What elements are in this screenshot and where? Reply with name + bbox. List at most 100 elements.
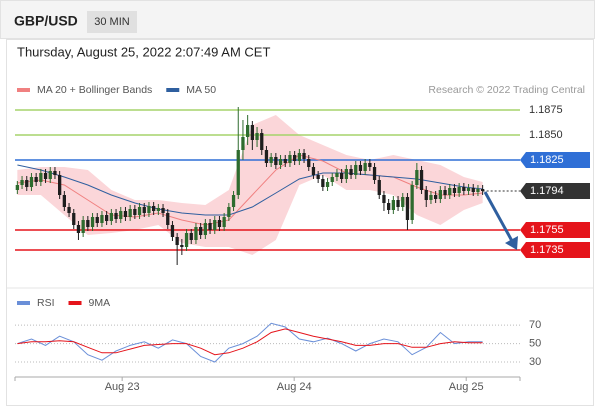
candle-body [387,203,391,210]
candle-body [283,159,287,163]
candle-body [39,173,43,182]
candle-body [217,220,222,227]
rsi-layer: 70 50 30 [15,319,541,368]
candle-body [86,220,90,227]
rsi-tick-label: 30 [529,356,541,368]
candle-body [457,187,461,193]
candle-body [481,189,485,191]
candle-body [53,171,57,175]
rsi-line [17,322,483,363]
axis-layer: Aug 23 Aug 24 Aug 25 [14,376,521,393]
rsi-tick-label: 50 [529,338,541,350]
level-tag [520,222,590,238]
level-label: 1.1794 [530,185,564,197]
candle-body [372,167,377,180]
candle-body [90,217,95,227]
candle-body [368,163,372,167]
candle-body [255,133,259,140]
candle-body [311,167,316,175]
candle-body [166,213,170,225]
legend-label: MA 50 [186,84,216,96]
level-tag [520,152,590,168]
candle-body [335,173,339,177]
legend-swatch [68,301,82,305]
candle-body [269,157,273,163]
candle-body [462,187,466,191]
candle-body [340,173,344,179]
candle-body [95,217,99,223]
credit: Research © 2022 Trading Central [428,84,585,96]
candle-body [358,165,363,171]
candle-body [363,163,367,171]
candle-body [227,207,231,217]
chart-title: GBP/USD [14,13,78,29]
candle-body [419,170,424,190]
candle-body [67,207,71,213]
level-label: 1.1875 [529,104,563,116]
candle-body [410,185,414,220]
candle-body [105,215,109,221]
legend-swatch [17,88,30,92]
candle-body [325,182,330,187]
candle-body [123,211,128,217]
level-label: 1.1850 [529,129,563,141]
candle-body [448,188,452,195]
candle-body [20,180,24,185]
candle-body [203,223,207,235]
candle-body [396,200,400,207]
forecast-arrowhead [505,236,518,250]
legend-swatch [17,301,30,305]
candle-body [302,153,306,159]
candle-body [316,175,320,179]
candles-layer [15,107,485,265]
candle-body [264,150,269,163]
panel-border [6,39,594,406]
candle-body [184,233,189,247]
level-tag [520,242,590,258]
candle-body [137,207,142,215]
candle-body [471,188,475,192]
candle-body [128,209,132,217]
legend-label: MA 20 + Bollinger Bands [37,84,152,96]
candle-body [293,155,297,161]
timeframe-badge [87,11,137,33]
candle-body [382,195,386,203]
candle-body [250,125,254,140]
candle-body [189,233,193,240]
level-label: 1.1825 [530,154,564,166]
candle-body [452,188,457,193]
legend-swatch [166,88,180,92]
candle-body [344,169,348,179]
candle-body [81,220,85,233]
candle-body [405,197,410,220]
candle-body [25,180,29,187]
candle-body [401,197,405,207]
candle-body [175,237,179,245]
x-tick-label: Aug 24 [277,381,312,393]
candle-body [133,209,137,215]
level-label: 1.1755 [530,224,564,236]
candle-body [194,227,198,240]
candle-body [321,179,325,187]
forecast-arrow [483,191,514,242]
candle-body [434,195,438,199]
candle-body [147,206,151,213]
candle-body [119,211,123,219]
legend-label: 9MA [89,297,111,309]
candle-body [466,188,471,191]
timeframe: 30 MIN [94,16,130,28]
candle-body [199,227,203,235]
rsi-tick-label: 70 [529,319,541,331]
candle-body [222,217,226,227]
candle-body [62,195,66,207]
candle-body [180,245,184,247]
candle-body [443,190,447,195]
candle-body [15,185,19,190]
level-label: 1.1735 [530,244,564,256]
candle-body [48,171,52,179]
levels-layer: 1.1875 1.1850 1.1825 1.1794 1.1755 1.1735 [15,104,590,258]
candle-body [476,189,480,192]
candle-body [307,159,311,167]
candle-body [58,175,62,195]
